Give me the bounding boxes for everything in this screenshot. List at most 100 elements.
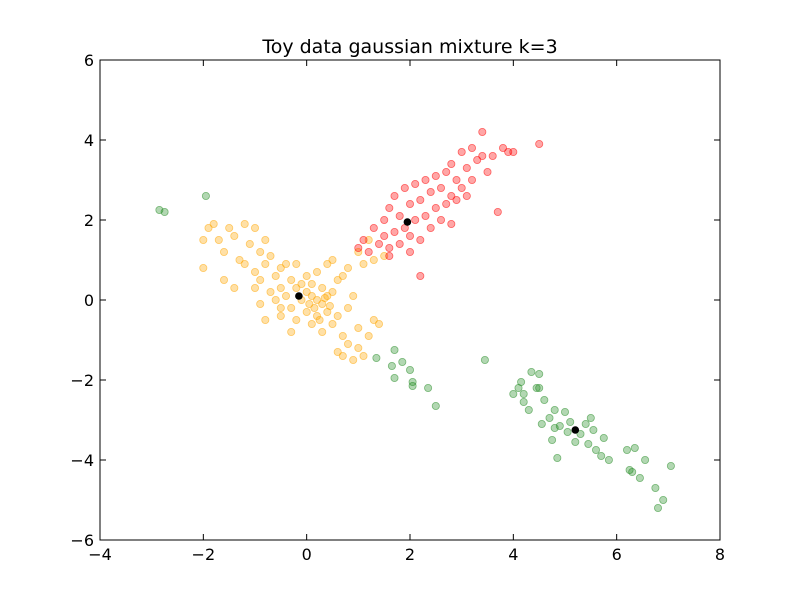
data-point-s1-10 <box>390 191 399 200</box>
data-point-s0-44 <box>312 311 321 320</box>
data-point-s2-34 <box>576 429 585 438</box>
data-point-s0-74 <box>369 315 378 324</box>
data-point-s1-53 <box>447 159 456 168</box>
data-point-s0-80 <box>261 315 270 324</box>
data-point-s2-37 <box>586 413 595 422</box>
y-tick-label-0: −6 <box>70 531 94 550</box>
data-point-s1-2 <box>364 247 373 256</box>
data-point-s0-82 <box>310 303 319 312</box>
data-point-s0-78 <box>230 283 239 292</box>
data-point-s1-46 <box>498 143 507 152</box>
data-point-s0-64 <box>349 355 358 364</box>
x-tick-label-6: 8 <box>715 545 725 564</box>
data-point-s2-13 <box>480 355 489 364</box>
data-point-s0-15 <box>256 247 265 256</box>
data-point-s1-26 <box>431 171 440 180</box>
x-tick-label-0: −4 <box>88 545 112 564</box>
data-point-s1-36 <box>457 147 466 156</box>
y-tick-label-3: 0 <box>84 291 94 310</box>
data-point-s2-9 <box>408 377 417 386</box>
data-point-s1-7 <box>385 243 394 252</box>
data-point-s1-15 <box>405 231 414 240</box>
data-point-s0-83 <box>315 315 324 324</box>
data-point-s0-21 <box>271 271 280 280</box>
data-point-s2-51 <box>659 495 668 504</box>
data-point-s0-65 <box>349 291 358 300</box>
data-point-s1-48 <box>509 147 518 156</box>
data-point-s1-27 <box>436 215 445 224</box>
data-point-s0-18 <box>261 235 270 244</box>
data-point-s0-31 <box>292 283 301 292</box>
data-point-s2-11 <box>424 383 433 392</box>
data-point-s0-12 <box>250 223 259 232</box>
data-point-s2-20 <box>532 383 541 392</box>
data-point-s1-5 <box>380 215 389 224</box>
data-point-s2-49 <box>651 483 660 492</box>
data-point-s1-25 <box>431 203 440 212</box>
data-point-s0-63 <box>343 339 352 348</box>
y-tick-label-5: 4 <box>84 131 94 150</box>
data-point-s2-43 <box>623 445 632 454</box>
data-point-s1-39 <box>467 175 476 184</box>
x-tick-label-4: 4 <box>508 545 518 564</box>
data-point-s1-23 <box>426 223 435 232</box>
data-point-s0-14 <box>250 267 259 276</box>
data-point-s1-16 <box>405 199 414 208</box>
data-point-s1-21 <box>421 211 430 220</box>
data-point-s1-42 <box>478 127 487 136</box>
data-point-s0-60 <box>338 351 347 360</box>
data-point-s0-36 <box>302 307 311 316</box>
data-point-s1-6 <box>380 231 389 240</box>
data-point-s1-11 <box>395 239 404 248</box>
data-point-s0-8 <box>235 255 244 264</box>
data-point-s1-28 <box>436 183 445 192</box>
centroid-point-0 <box>295 292 303 300</box>
data-point-s0-28 <box>287 303 296 312</box>
data-point-s0-9 <box>240 219 249 228</box>
data-point-s1-9 <box>390 227 399 236</box>
data-point-s2-17 <box>519 397 528 406</box>
data-point-s0-40 <box>307 291 316 300</box>
x-tick-label-3: 2 <box>405 545 415 564</box>
data-point-s2-22 <box>537 419 546 428</box>
data-point-s0-19 <box>266 287 275 296</box>
data-point-s1-1 <box>359 235 368 244</box>
data-point-s0-41 <box>307 319 316 328</box>
data-point-s0-33 <box>292 259 301 268</box>
data-point-s2-6 <box>390 373 399 382</box>
data-point-s2-25 <box>548 435 557 444</box>
data-point-s0-61 <box>343 303 352 312</box>
data-point-s0-29 <box>287 275 296 284</box>
data-point-s0-84 <box>320 293 329 302</box>
plot-frame <box>99 59 721 541</box>
data-point-s1-31 <box>447 191 456 200</box>
data-point-s2-36 <box>584 439 593 448</box>
data-point-s0-17 <box>261 259 270 268</box>
data-point-s0-48 <box>318 327 327 336</box>
data-point-s1-22 <box>421 175 430 184</box>
data-point-s0-0 <box>199 263 208 272</box>
data-point-s1-34 <box>452 195 461 204</box>
data-point-s2-45 <box>628 467 637 476</box>
data-point-s1-0 <box>354 243 363 252</box>
data-point-s0-77 <box>219 275 228 284</box>
data-point-s2-48 <box>641 455 650 464</box>
data-point-s0-11 <box>245 239 254 248</box>
data-point-s0-53 <box>328 287 337 296</box>
data-point-s2-31 <box>563 427 572 436</box>
data-point-s2-5 <box>390 345 399 354</box>
data-point-s0-47 <box>318 283 327 292</box>
data-point-s1-52 <box>405 247 414 256</box>
data-point-s2-8 <box>405 365 414 374</box>
data-point-s0-72 <box>364 331 373 340</box>
data-point-s2-23 <box>540 395 549 404</box>
data-point-s2-24 <box>545 413 554 422</box>
data-point-s0-27 <box>281 291 290 300</box>
data-point-s2-16 <box>517 377 526 386</box>
data-point-s0-85 <box>325 301 334 310</box>
data-point-s0-55 <box>333 311 342 320</box>
data-point-s1-51 <box>385 251 394 260</box>
points-layer <box>155 127 675 512</box>
data-point-s2-7 <box>398 357 407 366</box>
